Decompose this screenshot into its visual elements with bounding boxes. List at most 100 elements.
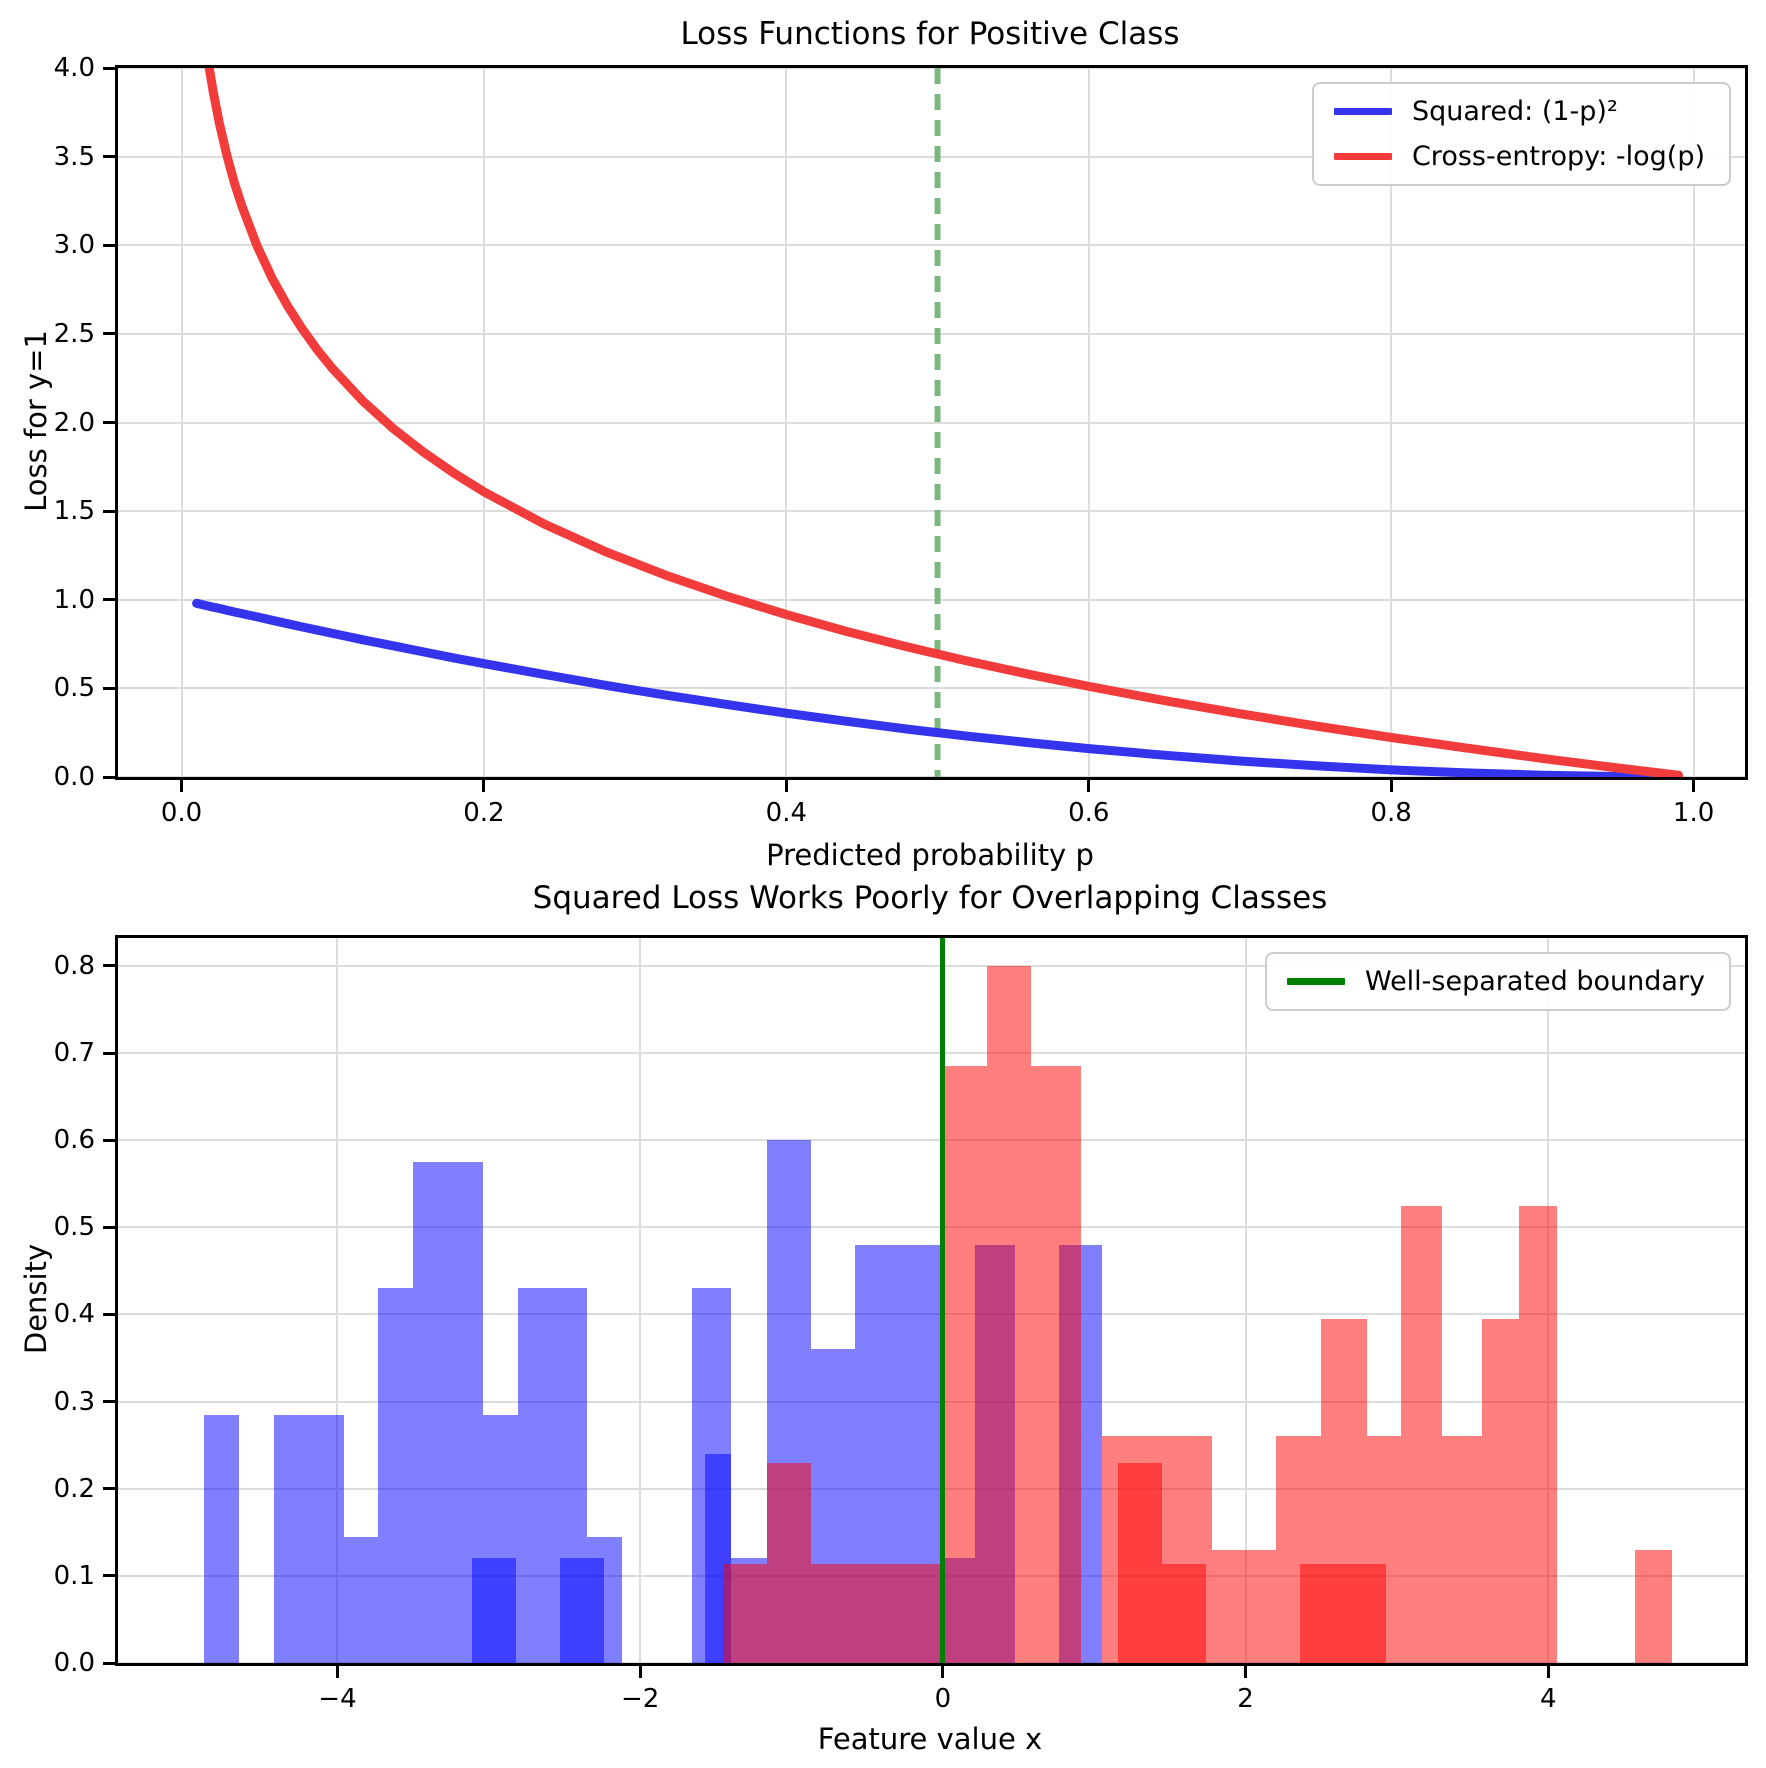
x-tick-label: 0 [934, 1684, 952, 1714]
y-tick-label: 0.5 [53, 673, 95, 704]
y-tick-mark [103, 1312, 115, 1316]
x-tick-mark [638, 1666, 642, 1678]
y-tick-mark [103, 66, 115, 70]
x-tick-mark [784, 780, 788, 792]
x-tick-mark [941, 1666, 945, 1678]
x-tick-label: 0.4 [765, 798, 808, 828]
histogram-bar [723, 1563, 767, 1663]
y-tick-label: 1.0 [53, 584, 95, 615]
histogram-bar [855, 1563, 899, 1663]
squared-loss-curve [192, 598, 1683, 777]
y-tick-label: 3.0 [53, 230, 95, 261]
histogram-bar [1167, 1436, 1212, 1663]
y-tick-mark [103, 421, 115, 424]
y-tick-label: 0.8 [53, 950, 95, 981]
cross-entropy-curve [204, 68, 1683, 777]
x-tick-mark [1389, 780, 1393, 792]
x-tick-label: 0.0 [160, 798, 203, 828]
legend-item-squared-loss: Squared: (1-p)² [1333, 96, 1705, 127]
loss-functions-legend: Squared: (1-p)² Cross-entropy: -log(p) [1311, 82, 1731, 186]
x-tick-mark [335, 1666, 339, 1678]
squared-loss-line-swatch [1333, 108, 1392, 115]
x-gridline [1244, 938, 1247, 1663]
y-tick-label: 0.3 [53, 1386, 95, 1417]
x-gridline [639, 938, 642, 1663]
y-tick-mark [103, 686, 115, 690]
histogram-bar [413, 1161, 448, 1663]
y-tick-mark [103, 1225, 115, 1229]
cross-entropy-legend-label: Cross-entropy: -log(p) [1411, 141, 1705, 172]
x-tick-label: 0.8 [1370, 798, 1412, 828]
x-tick-label: 1.0 [1672, 798, 1715, 828]
histogram-bar [472, 1558, 516, 1663]
y-tick-mark [103, 1487, 115, 1491]
histogram-bar [1102, 1436, 1167, 1663]
y-tick-label: 0.6 [53, 1125, 95, 1156]
histogram-plot-area: Well-separated boundary [115, 935, 1748, 1666]
y-gridline [118, 776, 1745, 777]
histogram-bar [560, 1558, 604, 1663]
y-tick-label: 0.5 [53, 1212, 95, 1243]
squared-loss-legend-label: Squared: (1-p)² [1411, 96, 1618, 127]
histogram-bar [1401, 1205, 1442, 1663]
well-separated-boundary-line [940, 938, 946, 1663]
histogram-yaxis-label-text: Density [19, 1243, 53, 1355]
y-gridline [118, 510, 1745, 513]
x-tick-mark [1546, 1666, 1550, 1678]
y-tick-label: 2.5 [53, 318, 95, 349]
histogram-bar [1276, 1436, 1321, 1663]
histogram-bar [204, 1414, 239, 1663]
legend-item-cross-entropy: Cross-entropy: -log(p) [1333, 141, 1705, 172]
y-tick-mark [103, 332, 115, 336]
loss-functions-yaxis-label-text: Loss for y=1 [19, 330, 53, 512]
y-tick-mark [103, 598, 115, 602]
x-tick-mark [180, 780, 183, 792]
x-tick-label: −2 [620, 1684, 660, 1714]
histogram-bar [1482, 1318, 1519, 1663]
boundary-legend-label: Well-separated boundary [1364, 966, 1705, 997]
y-tick-mark [103, 243, 115, 247]
histogram-bar [1031, 1066, 1081, 1663]
y-gridline [118, 1226, 1745, 1229]
y-tick-label: 0.0 [53, 762, 95, 792]
histogram-bar [274, 1414, 309, 1663]
histogram-bar [344, 1536, 378, 1663]
loss-curves-canvas [192, 68, 1683, 777]
histogram-bar [1367, 1436, 1401, 1663]
y-tick-mark [103, 1138, 115, 1142]
x-tick-label: −4 [318, 1684, 357, 1714]
boundary-line-swatch [1286, 978, 1345, 985]
y-tick-label: 0.4 [53, 1299, 95, 1330]
histogram-bar [899, 1563, 943, 1663]
histogram-bar [987, 965, 1031, 1663]
loss-functions-plot-area: Squared: (1-p)² Cross-entropy: -log(p) [115, 65, 1748, 780]
y-tick-mark [103, 1051, 115, 1055]
histogram-bar [1212, 1549, 1276, 1663]
y-tick-label: 3.5 [53, 141, 95, 172]
y-tick-label: 2.0 [53, 407, 95, 438]
x-tick-mark [1692, 780, 1696, 792]
loss-functions-xaxis-label: Predicted probability p [766, 838, 1094, 872]
histogram-bar [1635, 1549, 1672, 1663]
y-tick-mark [103, 1574, 115, 1578]
y-gridline [118, 964, 1745, 967]
y-tick-label: 0.7 [53, 1038, 95, 1069]
y-tick-mark [103, 155, 115, 159]
x-tick-label: 2 [1237, 1684, 1254, 1714]
histogram-bar [378, 1288, 413, 1663]
histogram-bar [943, 1066, 987, 1663]
histogram-bar [811, 1563, 855, 1663]
histogram-bar [1321, 1318, 1367, 1663]
y-gridline [118, 421, 1745, 424]
y-tick-label: 4.0 [53, 53, 95, 83]
y-gridline [118, 332, 1745, 335]
y-gridline [118, 687, 1745, 690]
histogram-bar [767, 1462, 811, 1663]
x-tick-label: 0.6 [1068, 798, 1110, 828]
x-tick-mark [482, 780, 486, 792]
y-tick-label: 0.2 [53, 1473, 95, 1504]
y-gridline [118, 244, 1745, 247]
histogram-chart-title: Squared Loss Works Poorly for Overlappin… [532, 880, 1328, 916]
x-tick-label: 4 [1539, 1684, 1557, 1714]
